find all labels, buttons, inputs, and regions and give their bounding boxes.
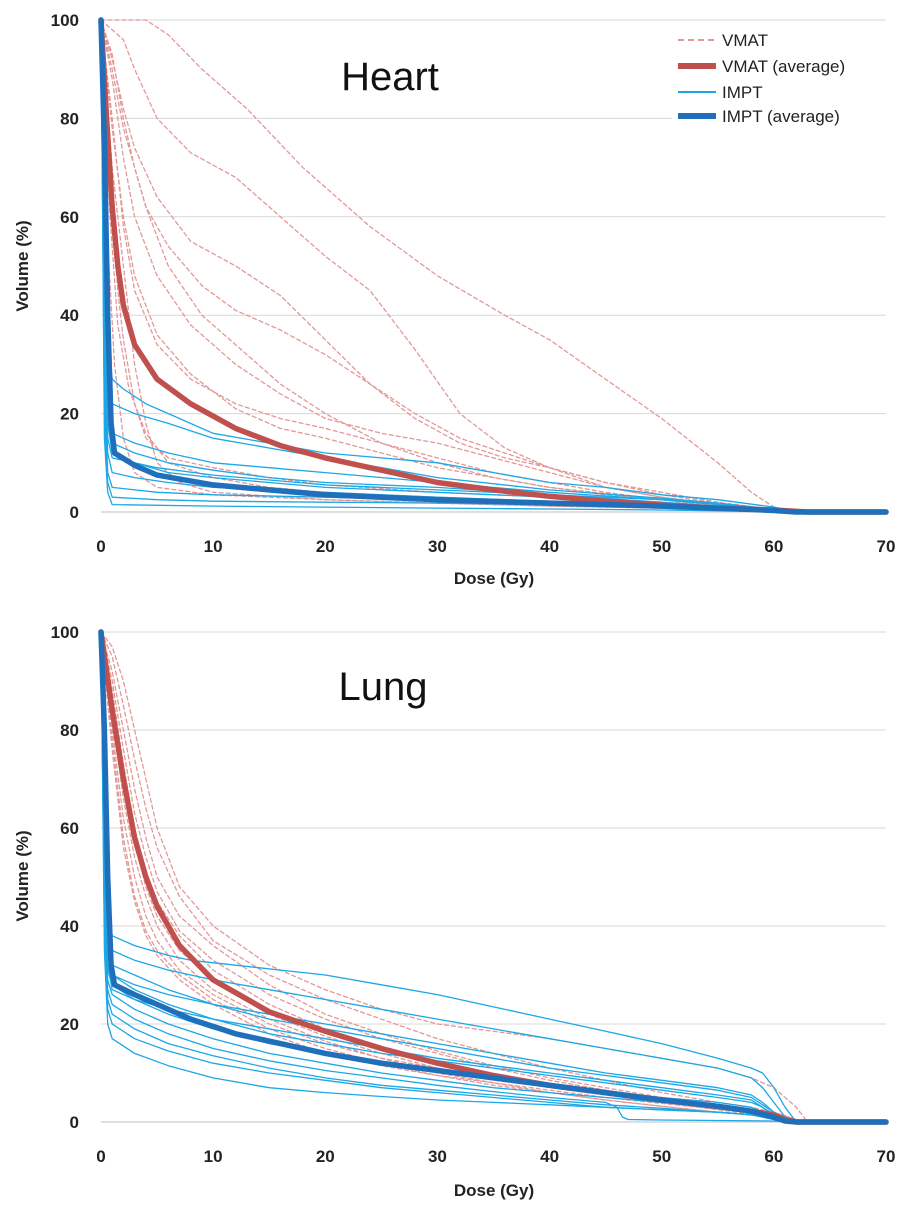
heart-x-axis-label: Dose (Gy): [454, 569, 534, 588]
legend: VMAT VMAT (average) IMPT IMPT (average): [672, 28, 892, 132]
lung-series-line-vmat: [100, 631, 809, 1123]
heart-tick-labels: 0 20 40 60 80 100 0 10 20 30 40 50 60 70: [51, 11, 896, 556]
lung-x-tick-label: 0: [96, 1147, 105, 1166]
lung-series-line-vmat: [100, 631, 809, 1123]
legend-impt-average-label: IMPT (average): [722, 107, 840, 126]
lung-series-line-impt: [100, 631, 797, 1123]
heart-gridlines: [101, 19, 886, 513]
lung-gridlines: [101, 631, 886, 1123]
heart-x-tick-label: 30: [428, 537, 447, 556]
lung-chart-panel: 0 20 40 60 80 100 0 10 20 30 40 50 60 70 Lung Dose (G…: [13, 623, 895, 1200]
heart-series-line-impt: [100, 19, 797, 513]
legend-impt-label: IMPT: [722, 83, 763, 102]
lung-tick-labels: 0 20 40 60 80 100 0 10 20 30 40 50 60 70: [51, 623, 896, 1166]
lung-y-tick-label: 40: [60, 917, 79, 936]
lung-series-line-vmat: [100, 631, 809, 1123]
heart-x-tick-label: 50: [652, 537, 671, 556]
lung-series-line-vmat-avg: [98, 629, 889, 1125]
heart-chart-title: Heart: [341, 55, 439, 99]
lung-series-line-vmat: [100, 631, 809, 1123]
lung-y-tick-label: 20: [60, 1015, 79, 1034]
heart-y-tick-label: 40: [60, 306, 79, 325]
heart-x-tick-label: 60: [764, 537, 783, 556]
heart-series-layer: [98, 17, 889, 515]
lung-series-line-impt: [100, 631, 797, 1123]
lung-x-tick-label: 60: [764, 1147, 783, 1166]
lung-x-tick-label: 70: [877, 1147, 896, 1166]
lung-y-axis-label: Volume (%): [13, 830, 32, 921]
heart-y-tick-label: 0: [70, 503, 79, 522]
lung-series-line-impt-avg: [98, 629, 889, 1125]
lung-series-line-vmat: [100, 631, 809, 1123]
heart-x-tick-label: 10: [204, 537, 223, 556]
heart-chart-panel: 0 20 40 60 80 100 0 10 20 30 40 50 60 70 Heart Dose (…: [13, 11, 895, 588]
heart-y-axis-label: Volume (%): [13, 220, 32, 311]
lung-series-line-impt: [100, 631, 797, 1123]
heart-y-tick-label: 60: [60, 208, 79, 227]
lung-chart-title: Lung: [339, 665, 428, 709]
lung-series-line-impt: [100, 631, 797, 1123]
lung-series-line-vmat: [100, 631, 809, 1123]
lung-x-tick-label: 40: [540, 1147, 559, 1166]
lung-series-line-vmat: [100, 631, 809, 1123]
lung-series-line-impt: [100, 631, 797, 1123]
lung-x-tick-label: 20: [316, 1147, 335, 1166]
heart-y-tick-label: 100: [51, 11, 79, 30]
heart-series-line-impt: [100, 19, 797, 513]
lung-y-tick-label: 100: [51, 623, 79, 642]
lung-y-tick-label: 60: [60, 819, 79, 838]
lung-series-layer: [98, 629, 889, 1125]
lung-series-line-vmat: [100, 631, 809, 1123]
lung-series-line-impt: [100, 631, 797, 1123]
heart-y-tick-label: 80: [60, 109, 79, 128]
heart-series-line-vmat: [100, 19, 797, 513]
lung-x-tick-label: 10: [204, 1147, 223, 1166]
lung-x-axis-label: Dose (Gy): [454, 1181, 534, 1200]
heart-x-tick-label: 40: [540, 537, 559, 556]
heart-x-tick-label: 70: [877, 537, 896, 556]
lung-series-line-impt: [100, 631, 797, 1123]
legend-vmat-average-label: VMAT (average): [722, 57, 845, 76]
lung-series-line-vmat: [100, 631, 809, 1123]
heart-x-tick-label: 20: [316, 537, 335, 556]
lung-y-tick-label: 0: [70, 1113, 79, 1132]
lung-series-line-impt: [100, 631, 797, 1123]
lung-series-line-impt: [100, 631, 797, 1123]
lung-series-line-vmat: [100, 631, 809, 1123]
lung-series-line-impt: [100, 631, 797, 1123]
heart-x-tick-label: 0: [96, 537, 105, 556]
lung-x-tick-label: 30: [428, 1147, 447, 1166]
lung-series-line-impt: [100, 631, 797, 1123]
heart-y-tick-label: 20: [60, 405, 79, 424]
heart-series-line-impt-avg: [98, 17, 889, 515]
legend-vmat-label: VMAT: [722, 31, 768, 50]
lung-x-tick-label: 50: [652, 1147, 671, 1166]
lung-series-line-impt: [100, 631, 797, 1123]
lung-y-tick-label: 80: [60, 721, 79, 740]
heart-series-line-vmat: [100, 19, 797, 513]
